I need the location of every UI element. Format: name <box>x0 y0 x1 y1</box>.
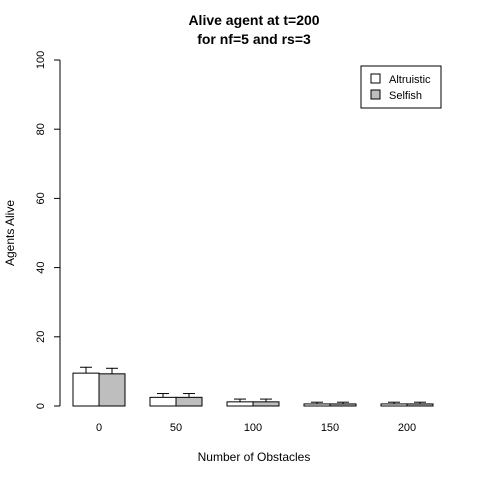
bar <box>98 373 126 407</box>
y-axis: 0 20 40 60 80 100 <box>35 51 61 409</box>
chart-title-line-2: for nf=5 and rs=3 <box>197 31 311 47</box>
y-tick-label: 40 <box>35 261 47 273</box>
legend-label-altruistic: Altruistic <box>389 74 431 86</box>
legend-swatch-selfish <box>370 89 381 100</box>
legend: Altruistic Selfish <box>360 65 442 109</box>
chart-title-line-1: Alive agent at t=200 <box>188 12 319 28</box>
bar <box>406 403 434 407</box>
x-tick-label: 200 <box>398 422 416 434</box>
legend-label-selfish: Selfish <box>389 90 422 102</box>
x-axis-label: Number of Obstacles <box>198 450 311 464</box>
bar <box>380 403 408 407</box>
bar <box>149 396 177 407</box>
x-axis: 0 50 100 150 200 <box>96 422 416 434</box>
x-tick-label: 150 <box>321 422 339 434</box>
bar <box>175 396 203 407</box>
y-tick-label: 80 <box>35 123 47 135</box>
x-tick-label: 100 <box>244 422 262 434</box>
x-tick-label: 50 <box>170 422 182 434</box>
y-tick-label: 60 <box>35 192 47 204</box>
bar <box>226 401 254 407</box>
x-tick-label: 0 <box>96 422 102 434</box>
bar <box>72 372 100 407</box>
bar <box>303 403 331 407</box>
y-tick-label: 0 <box>35 403 47 409</box>
legend-swatch-altruistic <box>370 73 381 84</box>
y-tick-label: 100 <box>35 51 47 69</box>
y-tick-label: 20 <box>35 331 47 343</box>
bar <box>252 401 280 407</box>
bar <box>329 403 357 407</box>
y-axis-label: Agents Alive <box>3 200 17 266</box>
bars <box>72 372 434 407</box>
legend-box <box>360 65 442 109</box>
error-bars <box>80 366 426 404</box>
